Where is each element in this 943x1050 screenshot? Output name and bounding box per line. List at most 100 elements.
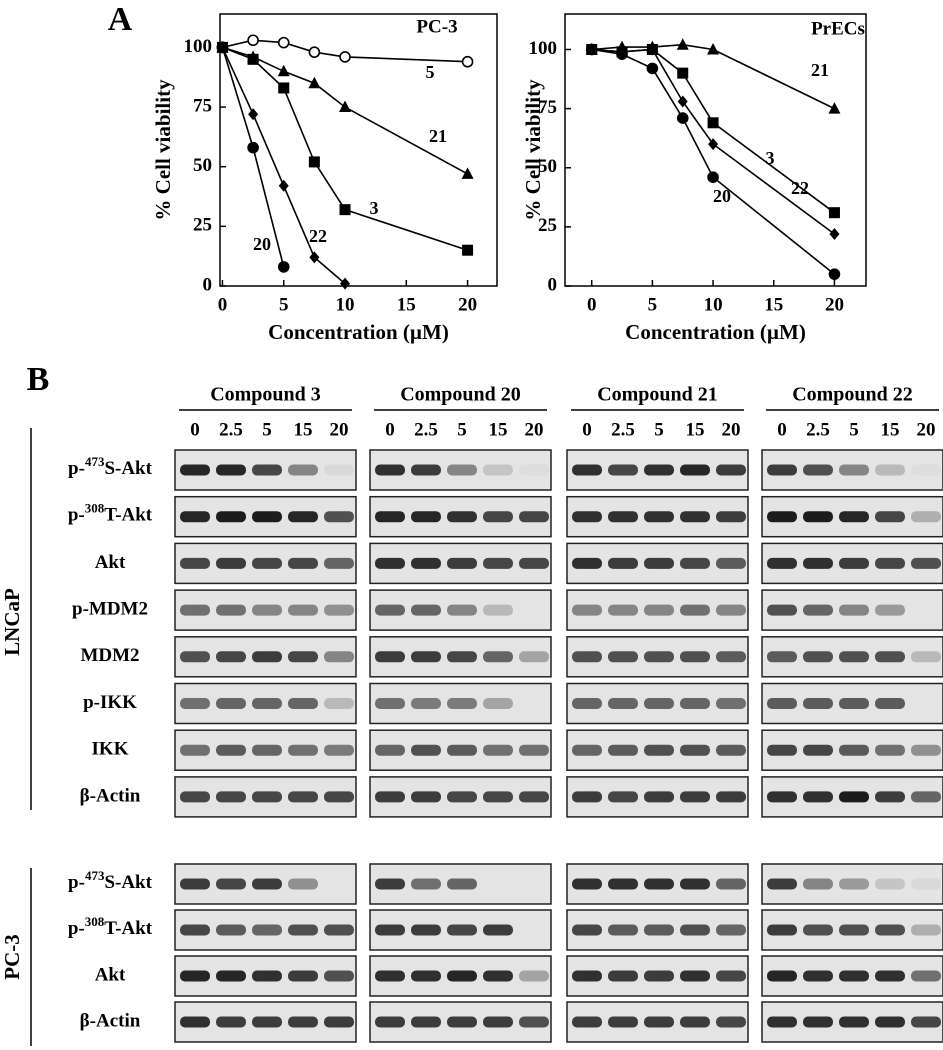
band — [680, 1016, 710, 1028]
data-point — [277, 261, 290, 273]
band — [411, 970, 441, 982]
band — [875, 924, 905, 936]
band — [411, 924, 441, 936]
lane-label: 5 — [849, 419, 859, 440]
band — [716, 651, 746, 663]
x-tick-label: 5 — [279, 294, 289, 315]
band — [288, 557, 318, 569]
band — [572, 604, 602, 616]
band — [644, 924, 674, 936]
band — [911, 744, 941, 756]
band — [716, 464, 746, 476]
x-tick-label: 15 — [397, 294, 416, 315]
band — [216, 698, 246, 709]
band — [324, 698, 354, 709]
y-axis-label: % Cell viability — [151, 79, 175, 221]
band — [375, 651, 405, 663]
x-tick-label: 20 — [825, 294, 844, 315]
band — [252, 970, 282, 982]
band — [767, 651, 797, 663]
band — [911, 698, 941, 709]
band — [608, 924, 638, 936]
band — [519, 925, 549, 936]
series-label: 5 — [426, 62, 435, 82]
data-point — [247, 53, 259, 65]
band — [375, 1016, 405, 1028]
data-point — [829, 227, 840, 240]
band — [216, 604, 246, 616]
band — [252, 1016, 282, 1028]
data-point — [707, 171, 719, 183]
band — [716, 744, 746, 756]
band — [716, 557, 746, 569]
band — [447, 970, 477, 982]
band — [180, 651, 210, 663]
band — [447, 604, 477, 616]
band — [288, 698, 318, 709]
label-part: S-Akt — [104, 458, 152, 479]
band — [875, 698, 905, 709]
band — [767, 924, 797, 936]
band — [483, 1016, 513, 1028]
y-tick-label: 100 — [529, 38, 558, 59]
band — [411, 464, 441, 476]
band — [288, 1016, 318, 1028]
band — [644, 464, 674, 476]
lane-label: 0 — [385, 419, 395, 440]
lane-label: 2.5 — [219, 419, 243, 440]
series-label: 22 — [309, 226, 327, 246]
cell-line-label: PC-3 — [0, 934, 24, 980]
lane-label: 15 — [294, 419, 313, 440]
band — [411, 878, 441, 890]
x-tick-label: 0 — [587, 294, 597, 315]
band — [252, 651, 282, 663]
label-part: T-Akt — [104, 505, 153, 526]
band — [324, 651, 354, 663]
band — [608, 878, 638, 890]
band — [375, 511, 405, 523]
band — [216, 791, 246, 803]
data-point — [308, 46, 321, 58]
row-label: Akt — [95, 552, 126, 573]
plot-frame — [564, 13, 867, 287]
panel-label: B — [27, 361, 50, 398]
band — [324, 557, 354, 569]
data-point — [708, 138, 719, 151]
chart-title: PC-3 — [416, 16, 457, 37]
band — [644, 744, 674, 756]
band — [483, 557, 513, 569]
band — [716, 791, 746, 803]
band — [519, 879, 549, 890]
band — [875, 651, 905, 663]
data-point — [646, 62, 659, 75]
data-point — [309, 251, 320, 264]
series-label: 21 — [429, 126, 447, 146]
x-tick-label: 5 — [648, 294, 658, 315]
band — [375, 970, 405, 982]
series-label: 21 — [811, 60, 829, 80]
band — [572, 464, 602, 476]
band — [716, 698, 746, 709]
band — [608, 464, 638, 476]
band — [519, 970, 549, 982]
band — [803, 511, 833, 523]
band — [680, 511, 710, 523]
band — [644, 651, 674, 663]
band — [288, 878, 318, 890]
band — [447, 1016, 477, 1028]
band — [483, 970, 513, 982]
band — [519, 791, 549, 803]
band — [875, 878, 905, 890]
band — [875, 604, 905, 616]
band — [608, 1016, 638, 1028]
band — [483, 464, 513, 476]
band — [680, 970, 710, 982]
band — [375, 698, 405, 709]
compound-header: Compound 22 — [792, 384, 913, 406]
data-point — [677, 95, 688, 108]
data-point — [339, 51, 351, 63]
lane-label: 20 — [330, 419, 349, 440]
band — [680, 651, 710, 663]
band — [180, 698, 210, 709]
